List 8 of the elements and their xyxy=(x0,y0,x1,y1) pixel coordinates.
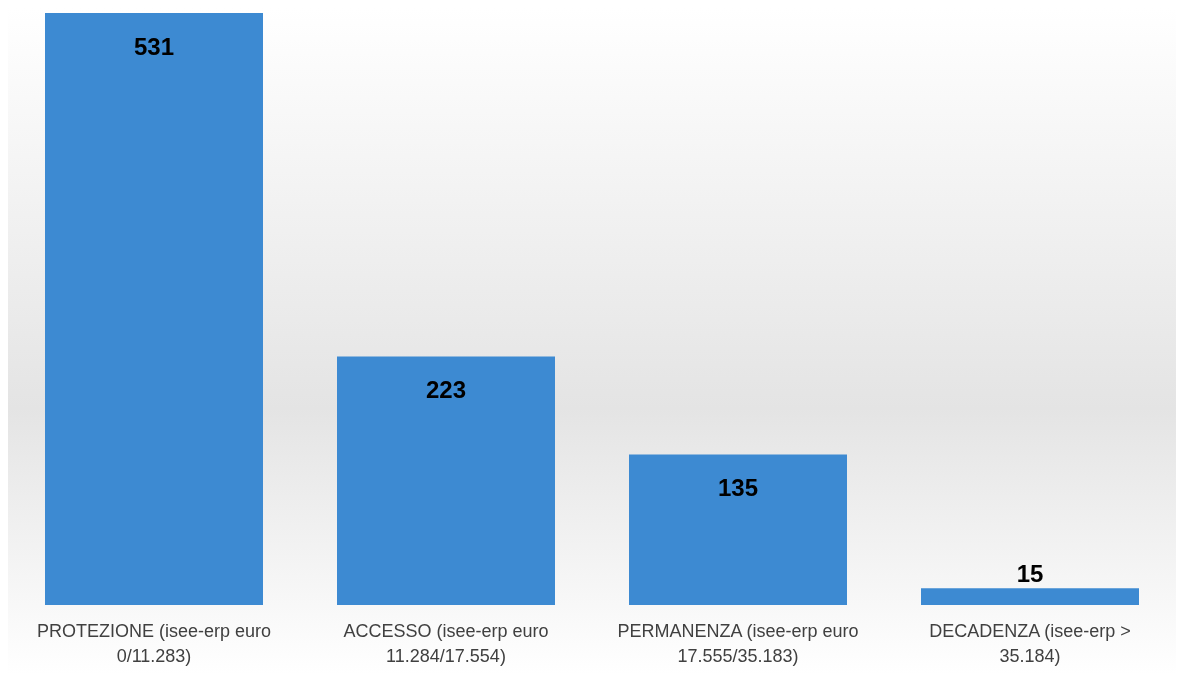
x-tick-label: DECADENZA (isee-erp > 35.184) xyxy=(929,621,1131,666)
x-tick-label: PERMANENZA (isee-erp euro 17.555/35.183) xyxy=(617,621,859,666)
x-tick-label: ACCESSO (isee-erp euro 11.284/17.554) xyxy=(343,621,549,666)
data-label: 135 xyxy=(717,474,759,502)
data-label: 531 xyxy=(133,33,175,60)
data-label: 223 xyxy=(425,376,467,404)
x-tick-label: PROTEZIONE (isee-erp euro 0/11.283) xyxy=(36,621,272,666)
data-label: 15 xyxy=(1016,560,1044,588)
